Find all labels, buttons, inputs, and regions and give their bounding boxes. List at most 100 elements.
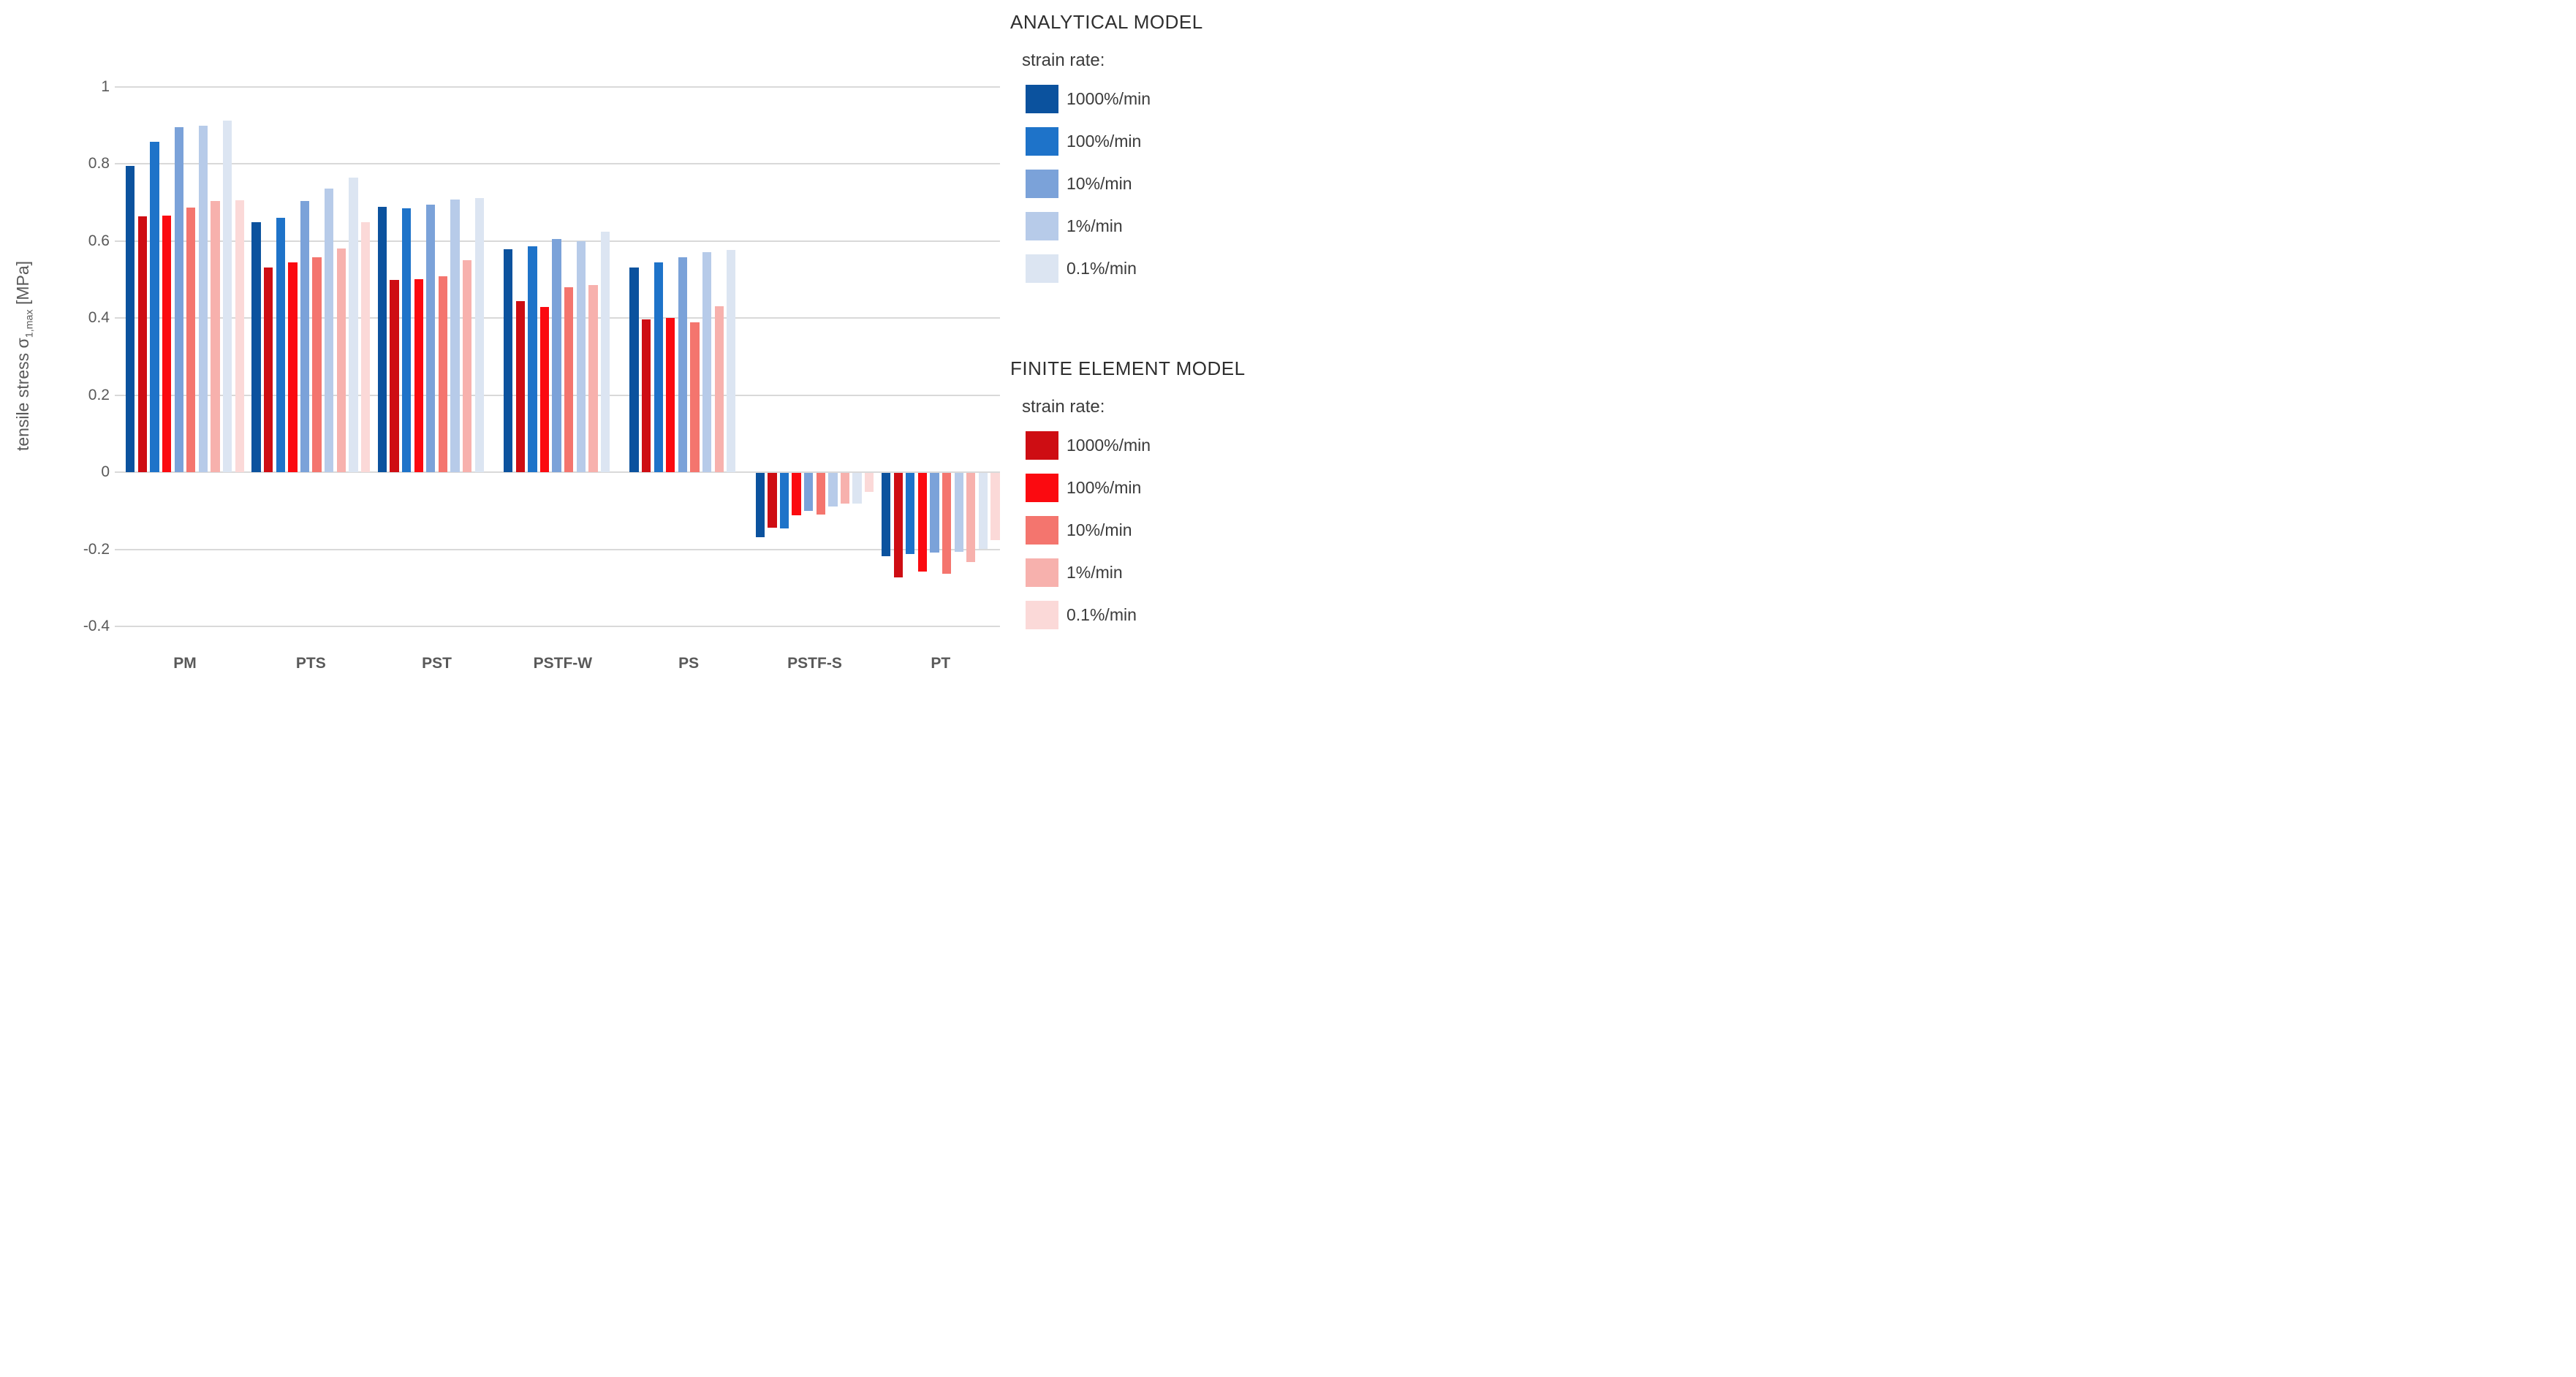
legend-item-analytical-1%/min: 1%/min (1026, 212, 1282, 240)
y-tick-label-0.8: 0.8 (88, 155, 110, 172)
bar-PS-analytical-1000%/min (629, 267, 639, 472)
gridline-0.8 (115, 163, 1000, 164)
bar-PT-finite-element-100%/min (917, 473, 928, 572)
bar-PM-finite-element-1%/min (211, 200, 220, 472)
bar-PSTF-S-finite-element-1000%/min (768, 473, 777, 528)
y-tick-label-0: 0 (101, 463, 110, 480)
bar-PTS-finite-element-0.1%/min (360, 221, 371, 472)
y-tick-label--0.2: -0.2 (83, 540, 110, 558)
category-label-PSTF-W: PSTF-W (533, 655, 593, 672)
gridline-1 (115, 86, 1000, 88)
bar-PSTF-S-analytical-10%/min (804, 473, 814, 512)
legend-item-label: 1%/min (1067, 216, 1123, 235)
bar-PS-finite-element-1%/min (714, 306, 724, 472)
legend-item-label: 0.1%/min (1067, 605, 1137, 624)
bar-PSTF-W-finite-element-1%/min (588, 284, 598, 472)
legend-item-label: 1%/min (1067, 563, 1123, 582)
legend-swatch-icon (1026, 601, 1058, 629)
legend-finite-element-model: FINITE ELEMENT MODEL strain rate: 1000%/… (1010, 357, 1282, 643)
bar-PT-analytical-1%/min (954, 473, 963, 553)
y-axis-title: tensile stress σ1,max [MPa] (13, 173, 42, 539)
y-tick-label-0.6: 0.6 (88, 232, 110, 249)
y-axis-title-prefix: tensile stress σ (13, 338, 32, 452)
legend-finite-title: FINITE ELEMENT MODEL (1010, 357, 1246, 379)
legend-swatch-icon (1026, 127, 1058, 156)
legend-item-label: 100%/min (1067, 132, 1142, 151)
bar-PS-finite-element-1000%/min (641, 319, 651, 472)
legend-item-label: 10%/min (1067, 174, 1132, 193)
legend-item-label: 10%/min (1067, 520, 1132, 539)
bar-PTS-analytical-100%/min (276, 217, 285, 472)
y-axis-title-suffix: [MPa] (13, 260, 32, 310)
bar-PS-analytical-1%/min (702, 252, 712, 472)
legend-analytical-model: ANALYTICAL MODEL strain rate: 1000%/min 1… (1010, 10, 1282, 297)
y-axis-title-subscript: 1,max (23, 309, 36, 338)
bar-PT-finite-element-0.1%/min (990, 473, 1000, 540)
bar-PST-analytical-1000%/min (377, 207, 387, 472)
bar-PSTF-W-finite-element-1000%/min (515, 300, 525, 472)
gridline--0.4 (115, 626, 1000, 627)
category-label-PS: PS (678, 655, 700, 672)
bar-PTS-analytical-0.1%/min (349, 177, 358, 472)
bar-PS-analytical-100%/min (654, 262, 663, 472)
bar-PST-analytical-10%/min (426, 204, 436, 472)
bar-PST-finite-element-1%/min (462, 259, 472, 472)
legend-item-finite-element-100%/min: 100%/min (1026, 474, 1282, 502)
category-label-PT: PT (931, 655, 951, 672)
bar-PST-analytical-1%/min (450, 199, 460, 472)
bar-PM-finite-element-10%/min (186, 207, 196, 472)
bar-PTS-finite-element-1000%/min (264, 267, 273, 472)
bar-PT-finite-element-10%/min (942, 473, 952, 574)
legend-item-analytical-0.1%/min: 0.1%/min (1026, 254, 1282, 283)
legend-item-analytical-10%/min: 10%/min (1026, 170, 1282, 198)
bar-PM-finite-element-1000%/min (137, 216, 148, 472)
category-label-PTS: PTS (295, 655, 326, 672)
bar-PSTF-W-analytical-0.1%/min (600, 232, 610, 472)
plot-area: 1 0.8 0.6 0.4 0.2 0 -0.2 -0.4 PM PTS PST PSTF-W PS PS… (0, 0, 1288, 688)
bar-PT-analytical-100%/min (906, 473, 915, 554)
bar-PS-analytical-0.1%/min (727, 250, 736, 472)
bar-PSTF-S-analytical-100%/min (779, 473, 789, 528)
gridline-0 (115, 471, 1000, 473)
bar-PTS-analytical-1%/min (325, 188, 334, 472)
bar-PM-analytical-1%/min (198, 126, 208, 472)
legend-item-analytical-100%/min: 100%/min (1026, 127, 1282, 156)
bar-PSTF-W-finite-element-10%/min (564, 287, 574, 472)
bar-PTS-finite-element-1%/min (336, 249, 346, 472)
bar-PTS-analytical-1000%/min (251, 222, 261, 472)
category-label-PM: PM (173, 655, 197, 672)
legend-item-analytical-1000%/min: 1000%/min (1026, 85, 1282, 113)
legend-item-label: 1000%/min (1067, 436, 1151, 455)
bar-PST-analytical-100%/min (401, 208, 412, 472)
legend-swatch-icon (1026, 474, 1058, 502)
bar-PT-finite-element-1%/min (966, 473, 976, 563)
bar-PSTF-W-analytical-1%/min (576, 240, 586, 472)
bar-PSTF-S-analytical-0.1%/min (852, 473, 862, 504)
legend-finite-items: 1000%/min 100%/min 10%/min 1%/min 0.1%/min (1026, 431, 1282, 629)
bar-PSTF-W-analytical-100%/min (528, 246, 537, 472)
bar-PST-finite-element-100%/min (414, 278, 423, 472)
category-label-PSTF-S: PSTF-S (787, 655, 842, 672)
y-tick-label-0.2: 0.2 (88, 386, 110, 403)
bar-PT-analytical-10%/min (930, 473, 939, 553)
legend-swatch-icon (1026, 170, 1058, 198)
bar-PM-finite-element-100%/min (162, 216, 172, 472)
legend-analytical-subtitle: strain rate: (1022, 50, 1105, 70)
bar-PS-analytical-10%/min (678, 257, 688, 472)
legend-item-finite-element-1000%/min: 1000%/min (1026, 431, 1282, 460)
bar-PT-finite-element-1000%/min (893, 473, 903, 577)
bar-PTS-finite-element-10%/min (312, 257, 322, 472)
category-label-PST: PST (422, 655, 452, 672)
bar-PST-finite-element-10%/min (438, 276, 448, 472)
bar-PSTF-S-finite-element-1%/min (840, 473, 850, 504)
bar-PM-analytical-100%/min (150, 141, 159, 472)
y-tick-label-0.4: 0.4 (88, 309, 110, 326)
legend-analytical-title: ANALYTICAL MODEL (1010, 11, 1203, 33)
y-tick-label-1: 1 (101, 77, 110, 95)
legend-swatch-icon (1026, 558, 1058, 587)
bar-PS-finite-element-100%/min (666, 318, 675, 472)
legend-item-label: 0.1%/min (1067, 259, 1137, 278)
bar-PT-analytical-1000%/min (881, 473, 891, 556)
bar-PST-analytical-0.1%/min (474, 198, 484, 472)
bar-PSTF-W-finite-element-100%/min (539, 306, 550, 472)
